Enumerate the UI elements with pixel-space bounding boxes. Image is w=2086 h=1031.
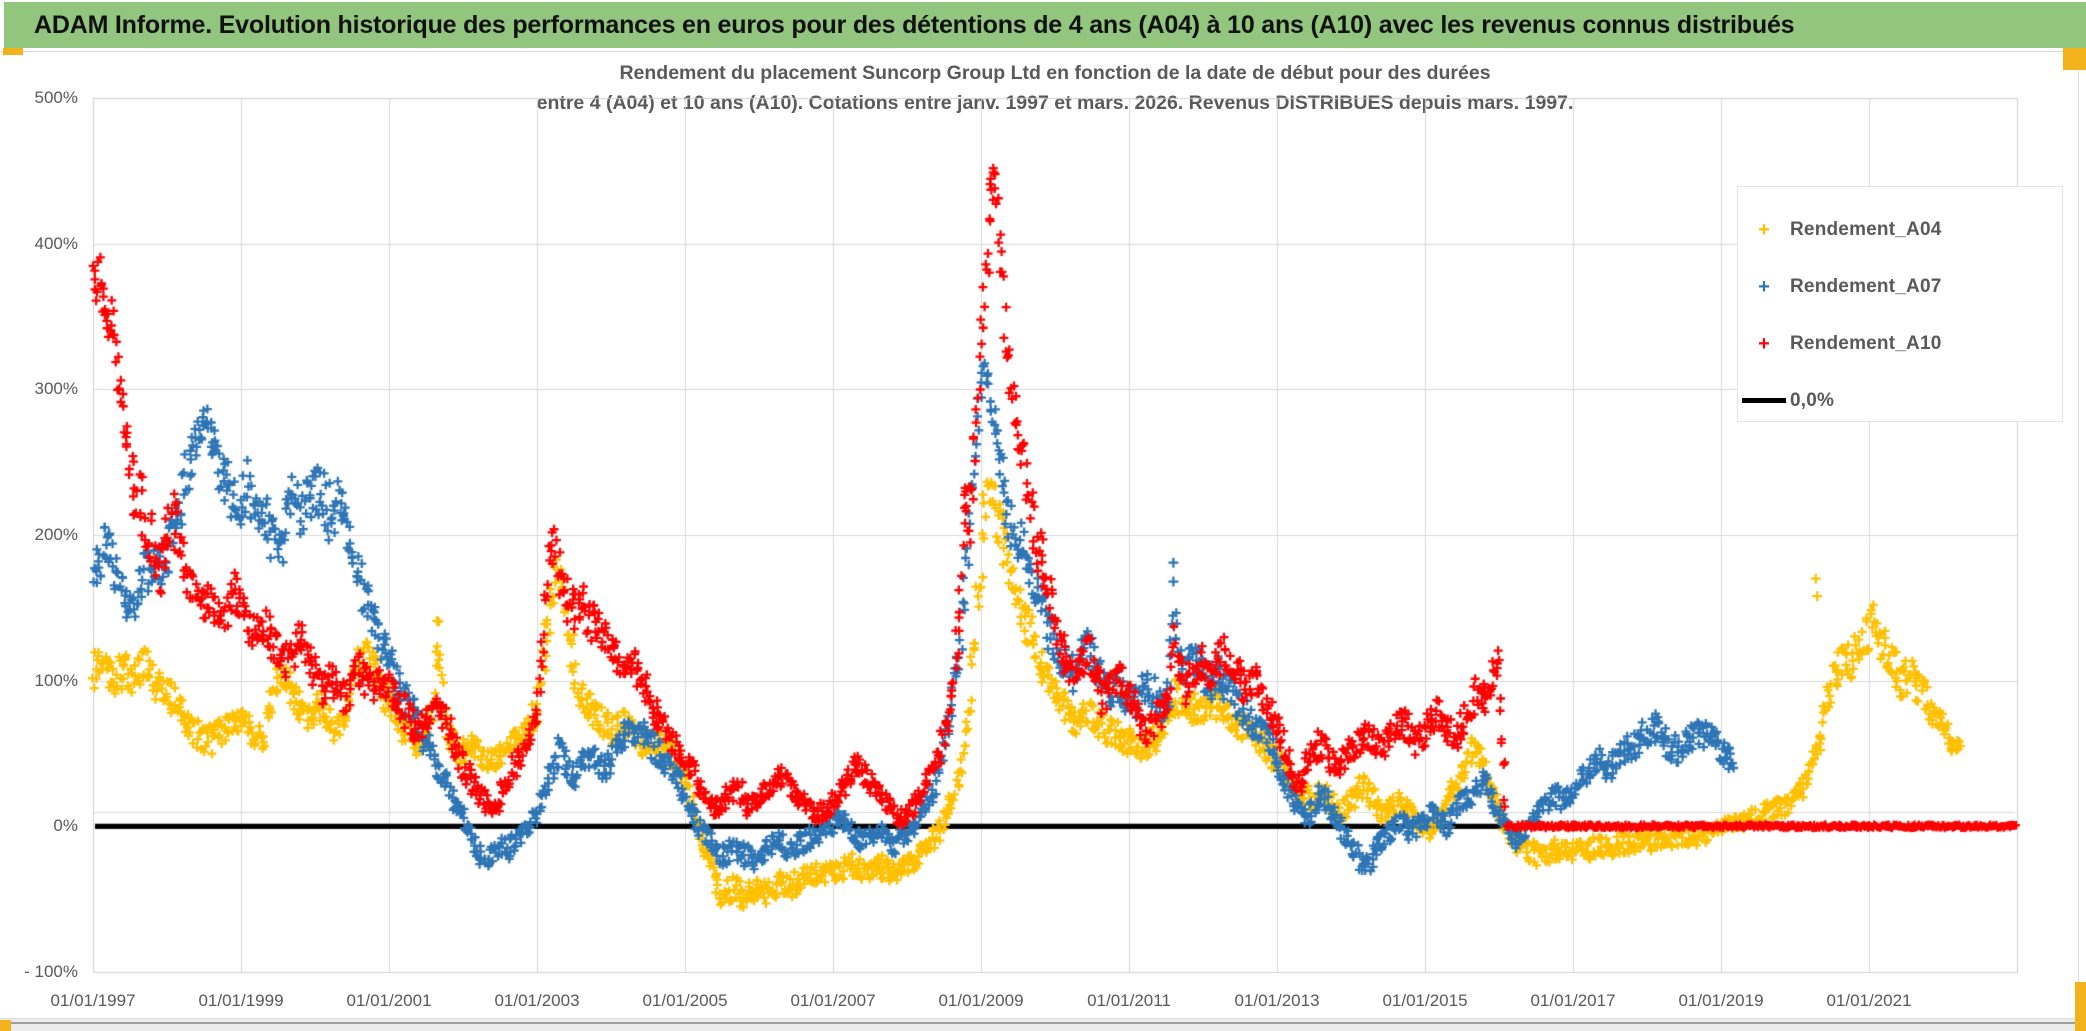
y-tick-label: 400% bbox=[34, 233, 78, 253]
x-tick-label: 01/01/2013 bbox=[1234, 991, 1320, 1010]
plus-marker-icon: + bbox=[1758, 275, 1770, 298]
y-tick-label: 500% bbox=[34, 87, 78, 107]
legend: + Rendement_A04 + Rendement_A07 + Rendement_A… bbox=[1737, 186, 2063, 422]
x-tick-label: 01/01/2003 bbox=[494, 991, 580, 1010]
legend-item-rendement-a10[interactable]: + Rendement_A10 bbox=[1738, 315, 2062, 372]
legend-label: 0,0% bbox=[1790, 389, 1835, 411]
x-tick-label: 01/01/2007 bbox=[790, 991, 876, 1010]
x-tick-label: 01/01/1997 bbox=[50, 991, 136, 1010]
y-tick-label: 200% bbox=[34, 524, 78, 544]
y-tick-label: - 100% bbox=[24, 961, 78, 981]
sheet-corner-marker-bottom-left bbox=[0, 1020, 11, 1031]
legend-label: Rendement_A10 bbox=[1790, 332, 1942, 354]
x-tick-label: 01/01/2021 bbox=[1826, 991, 1912, 1010]
plus-marker-icon: + bbox=[1758, 332, 1770, 355]
sheet-bottom-divider bbox=[0, 1022, 2086, 1024]
x-tick-label: 01/01/2019 bbox=[1678, 991, 1764, 1010]
zero-line-swatch-icon bbox=[1742, 398, 1786, 403]
y-tick-label: 100% bbox=[34, 670, 78, 690]
x-tick-label: 01/01/2009 bbox=[938, 991, 1024, 1010]
x-tick-label: 01/01/2005 bbox=[642, 991, 728, 1010]
x-tick-label: 01/01/2017 bbox=[1530, 991, 1616, 1010]
x-tick-label: 01/01/2015 bbox=[1382, 991, 1468, 1010]
sheet-corner-marker-bottom-right bbox=[2075, 982, 2086, 1031]
legend-item-rendement-a07[interactable]: + Rendement_A07 bbox=[1738, 258, 2062, 315]
plus-marker-icon: + bbox=[1758, 218, 1770, 241]
legend-item-0-0-[interactable]: 0,0% bbox=[1738, 372, 2062, 429]
x-tick-label: 01/01/2011 bbox=[1087, 991, 1171, 1010]
legend-label: Rendement_A04 bbox=[1790, 218, 1942, 240]
y-tick-label: 0% bbox=[53, 816, 78, 836]
sheet-bottom-strip bbox=[0, 1018, 2086, 1031]
legend-label: Rendement_A07 bbox=[1790, 275, 1942, 297]
legend-item-rendement-a04[interactable]: + Rendement_A04 bbox=[1738, 201, 2062, 258]
x-tick-label: 01/01/1999 bbox=[198, 991, 284, 1010]
y-tick-label: 300% bbox=[34, 379, 78, 399]
x-tick-label: 01/01/2001 bbox=[346, 991, 432, 1010]
